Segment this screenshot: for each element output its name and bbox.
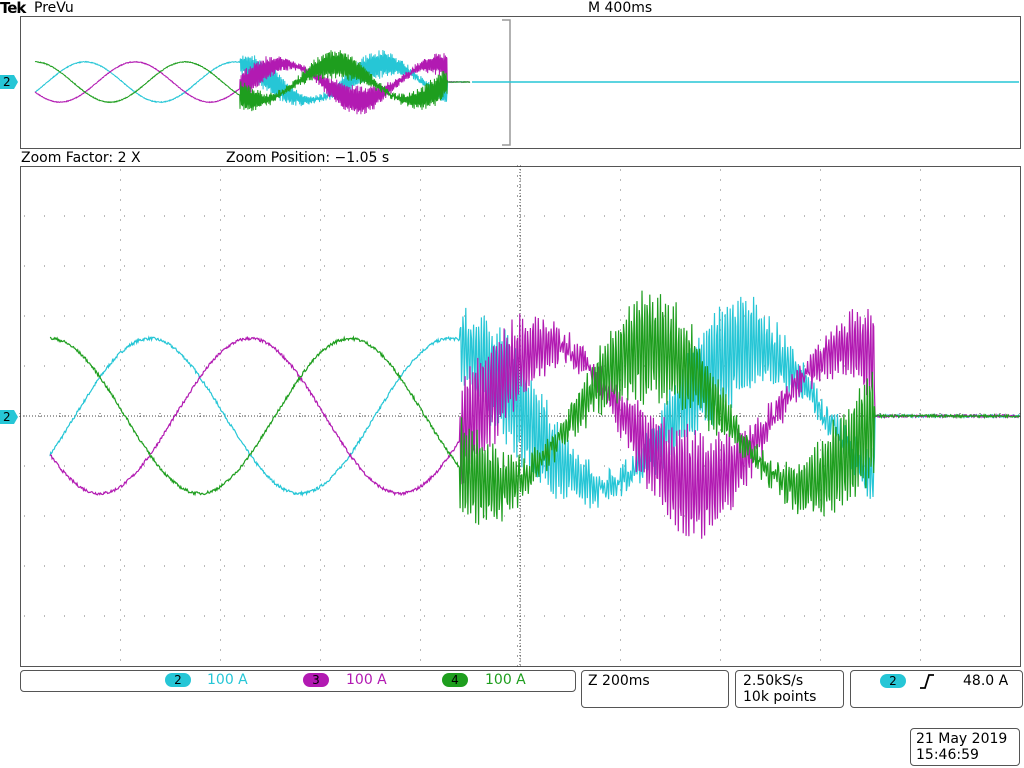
record-length: 10k points [743,689,817,705]
channel-scale-bar: 2 100 A 3 100 A 4 100 A [20,670,576,692]
date-label: 21 May 2019 [916,731,1008,747]
channel-4-badge[interactable]: 4 [442,673,468,687]
channel-3-scale: 100 A [346,672,387,688]
channel-ground-marker-main [0,410,18,424]
channel-2-scale: 100 A [207,672,248,688]
zoom-position: Zoom Position: −1.05 s [226,150,390,166]
timebase-label: M 400ms [588,0,653,16]
main-traces-channel-4 [49,290,1020,525]
channel-ground-marker-preview [0,75,18,89]
preview-traces-channel-3 [34,53,471,115]
sample-rate: 2.50kS/s [743,673,804,689]
time-label: 15:46:59 [916,747,979,763]
acquisition-box[interactable]: 2.50kS/s 10k points [735,670,844,708]
channel-marker-label-main: 2 [3,410,11,424]
main-traces-channel-3 [49,308,1020,539]
rising-edge-icon [920,674,934,689]
channel-4-scale: 100 A [485,672,526,688]
trigger-channel-badge: 2 [880,674,906,688]
channel-3-badge[interactable]: 3 [303,673,329,687]
zoom-time: Z 200ms [588,673,650,689]
mode-label: PreVu [34,0,74,16]
brand-logo: Tek [0,0,26,17]
datetime-box: 21 May 2019 15:46:59 [910,728,1020,766]
channel-marker-label-preview: 2 [3,75,11,89]
preview-traces-channel-4 [34,50,471,112]
channel-2-badge[interactable]: 2 [165,673,191,687]
zoom-factor: Zoom Factor: 2 X [21,150,141,166]
trigger-box[interactable]: 2 48.0 A [850,670,1023,708]
trigger-level: 48.0 A [963,673,1009,689]
main-traces [49,290,1020,539]
preview-traces [34,49,1019,115]
zoom-time-box[interactable]: Z 200ms [581,670,729,708]
